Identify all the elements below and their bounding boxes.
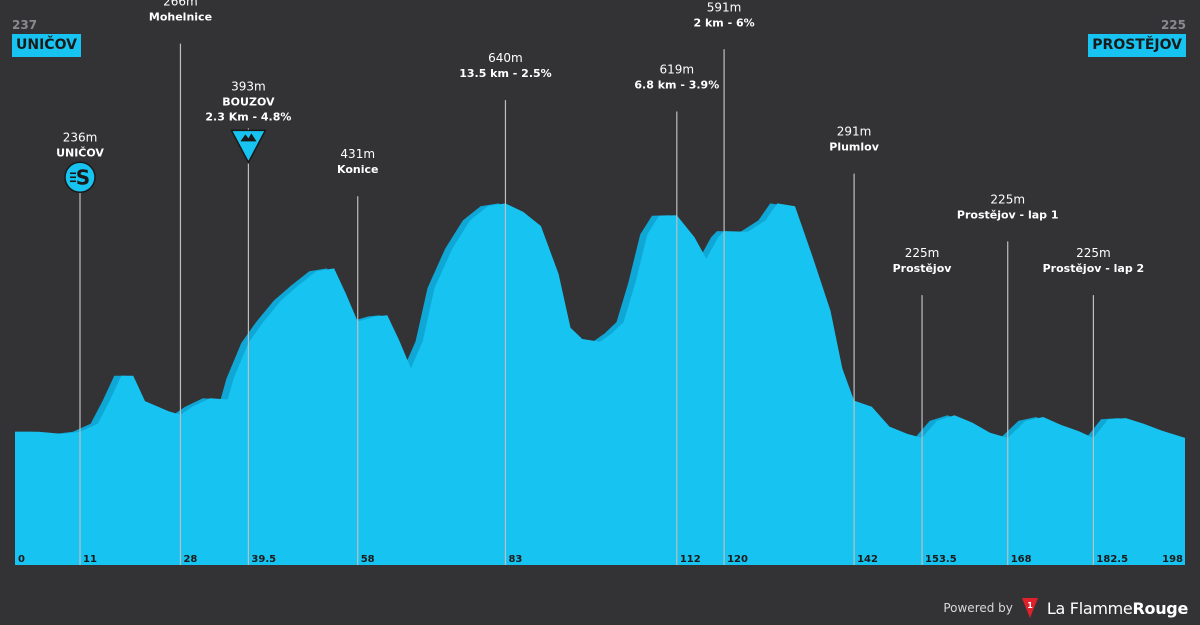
finish-altitude: 225 <box>1160 18 1186 32</box>
waypoint-name: Konice <box>337 163 378 176</box>
km-tick-label: 0 <box>18 554 25 565</box>
mountain-icon-peaks <box>240 133 257 142</box>
profile-area <box>15 203 1185 565</box>
km-tick-label: 83 <box>508 554 522 565</box>
waypoint-name: 6.8 km - 3.9% <box>634 78 719 91</box>
mountain-icon <box>230 129 267 164</box>
km-tick-label: 120 <box>727 554 748 565</box>
waypoint-name: Plumlov <box>829 141 879 154</box>
start-name: UNIČOV <box>12 34 81 57</box>
waypoint-altitude: 225m <box>905 246 940 260</box>
waypoint-altitude: 236m <box>63 130 98 144</box>
km-tick-label: 112 <box>680 554 701 565</box>
footer: Powered by 1 La FlammeRouge <box>943 597 1188 619</box>
svg-text:1: 1 <box>1027 601 1033 610</box>
waypoint-name: 13.5 km - 2.5% <box>459 67 551 80</box>
sprint-icon <box>64 161 96 193</box>
waypoint-altitude: 291m <box>837 125 872 139</box>
start-location: 237 UNIČOV <box>12 18 81 57</box>
waypoint-name: Mohelnice <box>149 11 212 24</box>
waypoint-name: Prostějov - lap 2 <box>1043 262 1145 275</box>
waypoint-altitude: 591m <box>707 0 742 14</box>
waypoint-name: Prostějov - lap 1 <box>957 208 1059 221</box>
waypoint-altitude: 640m <box>488 51 523 65</box>
flamme-rouge-logo-icon: 1 <box>1021 598 1038 618</box>
km-tick-label: 11 <box>83 554 97 565</box>
waypoint-altitude: 225m <box>990 192 1025 206</box>
waypoint-altitude: 431m <box>340 147 375 161</box>
km-tick-label: 142 <box>857 554 878 565</box>
powered-by-text: Powered by <box>943 601 1013 615</box>
waypoint-altitude: 266m <box>163 0 198 9</box>
km-tick-label: 39.5 <box>251 554 276 565</box>
waypoint-name: BOUZOV <box>222 95 275 108</box>
finish-location: 225 PROSTĚJOV <box>1088 18 1186 57</box>
waypoint-name: Prostějov <box>893 262 953 275</box>
finish-name: PROSTĚJOV <box>1088 34 1186 57</box>
sprint-icon-glyph: S <box>76 165 90 189</box>
start-altitude: 237 <box>12 18 38 32</box>
waypoint-altitude: 393m <box>231 79 266 93</box>
waypoint-detail: 2.3 Km - 4.8% <box>205 110 291 123</box>
km-tick-label: 153.5 <box>925 554 957 565</box>
km-tick-label: 58 <box>361 554 375 565</box>
waypoint-name: UNIČOV <box>56 146 104 159</box>
km-tick-label: 28 <box>183 554 197 565</box>
waypoint-altitude: 225m <box>1076 246 1111 260</box>
waypoint-name: 2 km - 6% <box>694 16 755 29</box>
brand-bold: Rouge <box>1132 598 1188 618</box>
km-tick-label: 182.5 <box>1096 554 1128 565</box>
waypoint-altitude: 619m <box>660 62 695 76</box>
km-tick-label: 198 <box>1162 554 1183 565</box>
brand-name: La FlammeRouge <box>1047 599 1188 618</box>
brand-light: La Flamme <box>1046 598 1133 618</box>
km-tick-label: 168 <box>1011 554 1032 565</box>
